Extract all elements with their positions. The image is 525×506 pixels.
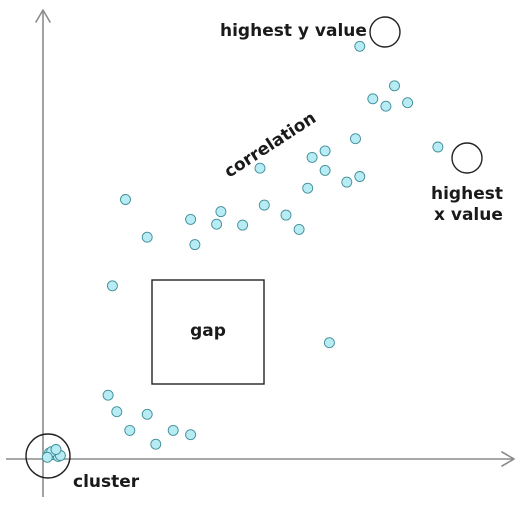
- scatter-point: [215, 206, 227, 218]
- scatter-point: [102, 389, 114, 401]
- scatter-point: [167, 424, 179, 436]
- highest-y-ring: [369, 16, 401, 48]
- x-axis-arrow: [501, 451, 515, 467]
- scatter-point: [402, 97, 414, 109]
- scatter-point: [432, 141, 444, 153]
- scatter-point: [280, 209, 292, 221]
- annotation-gap: gap: [190, 321, 226, 341]
- scatter-point: [50, 444, 62, 455]
- scatter-point: [111, 406, 123, 418]
- annotation-highest-x-line1: highest: [431, 184, 503, 204]
- scatter-point: [189, 239, 201, 251]
- scatter-point: [389, 80, 400, 92]
- annotation-highest-y: highest y value: [220, 21, 367, 41]
- scatter-point: [141, 408, 153, 420]
- scatter-point: [354, 171, 366, 182]
- scatter-point: [367, 93, 379, 105]
- scatter-point: [185, 429, 197, 441]
- scatter-point: [306, 151, 318, 163]
- scatter-point: [237, 219, 249, 231]
- gap-box: [151, 279, 265, 385]
- scatter-point: [185, 213, 197, 225]
- scatter-point: [293, 223, 305, 235]
- annotation-cluster: cluster: [73, 472, 140, 492]
- scatter-point: [323, 337, 335, 349]
- scatter-point: [319, 145, 331, 157]
- highest-x-ring: [451, 142, 483, 174]
- cluster-ring: [25, 433, 71, 479]
- scatter-point: [254, 162, 266, 174]
- scatter-point: [302, 182, 314, 194]
- scatter-point: [211, 218, 223, 230]
- scatter-point: [150, 438, 162, 450]
- scatter-point: [141, 231, 153, 243]
- scatter-point: [124, 424, 136, 436]
- annotation-highest-x-line2: x value: [434, 205, 503, 225]
- data-points: [41, 40, 444, 463]
- scatter-point: [106, 280, 118, 292]
- scatter-point: [341, 176, 353, 188]
- scatter-point: [41, 451, 53, 463]
- scatter-point: [258, 199, 270, 211]
- scatter-point: [380, 100, 392, 112]
- scatter-point: [354, 40, 366, 52]
- annotation-correlation: correlation: [221, 108, 320, 182]
- scatter-point: [350, 133, 361, 145]
- scatter-point: [319, 164, 331, 176]
- y-axis-arrow: [35, 9, 51, 23]
- scatter-point: [120, 194, 131, 205]
